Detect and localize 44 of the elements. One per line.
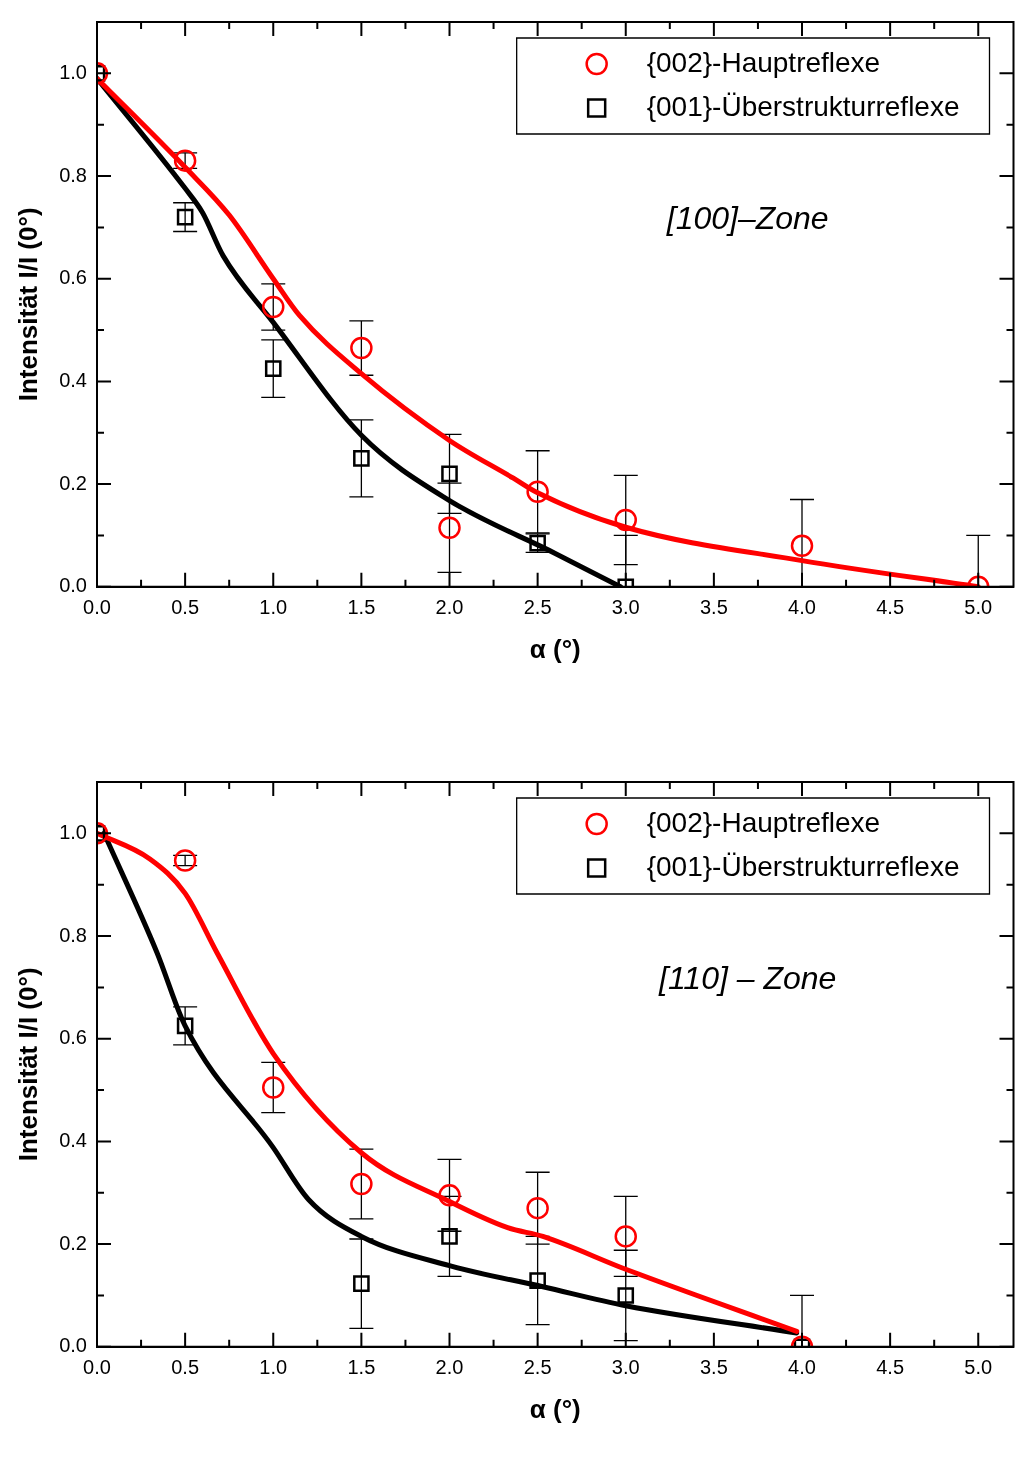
x-tick-label: 0.5 (171, 596, 200, 619)
x-tick-label: 3.5 (699, 596, 728, 619)
y-tick-label: 0.2 (59, 471, 87, 494)
x-tick-label: 2.0 (435, 1356, 464, 1379)
x-tick-label: 4.5 (876, 1356, 905, 1379)
x-tick-label: 0.5 (171, 1356, 200, 1379)
y-tick-label: 0.8 (59, 163, 87, 186)
x-tick-label: 3.5 (699, 1356, 728, 1379)
legend-label: {001}-Überstrukturreflexe (646, 90, 960, 122)
x-tick-label: 1.0 (259, 596, 288, 619)
x-tick-label: 0.0 (83, 596, 111, 619)
x-tick-label: 5.0 (964, 1356, 993, 1379)
x-tick-label: 3.0 (611, 1356, 640, 1379)
y-tick-label: 0.8 (59, 923, 87, 946)
annotation: [110] – Zone (658, 959, 837, 996)
x-tick-label: 2.5 (523, 596, 552, 619)
y-tick-label: 0.6 (59, 266, 87, 289)
y-tick-label: 0.6 (59, 1026, 87, 1049)
x-axis-title: α (°) (529, 1393, 581, 1424)
x-axis-title: α (°) (529, 633, 581, 664)
annotation: [100]–Zone (665, 199, 829, 236)
y-tick-label: 1.0 (59, 60, 87, 83)
x-tick-label: 1.5 (347, 1356, 376, 1379)
legend-label: {002}-Hauptreflexe (646, 46, 881, 78)
x-tick-label: 4.5 (876, 596, 905, 619)
y-tick-label: 1.0 (59, 820, 87, 843)
x-tick-label: 4.0 (788, 596, 816, 619)
x-tick-label: 1.0 (259, 1356, 288, 1379)
y-tick-label: 0.0 (59, 574, 87, 597)
x-tick-label: 1.5 (347, 596, 376, 619)
x-tick-label: 4.0 (788, 1356, 816, 1379)
legend-label: {001}-Überstrukturreflexe (646, 850, 960, 882)
legend-label: {002}-Hauptreflexe (646, 806, 881, 838)
x-tick-label: 5.0 (964, 596, 993, 619)
x-tick-label: 2.5 (523, 1356, 552, 1379)
x-tick-label: 2.0 (435, 596, 464, 619)
y-axis-title: Intensität I/I (0°) (12, 967, 43, 1162)
x-tick-label: 3.0 (611, 596, 640, 619)
y-axis-title: Intensität I/I (0°) (12, 207, 43, 402)
y-tick-label: 0.0 (59, 1334, 87, 1357)
y-tick-label: 0.4 (59, 368, 87, 391)
y-tick-label: 0.2 (59, 1231, 87, 1254)
y-tick-label: 0.4 (59, 1128, 87, 1151)
x-tick-label: 0.0 (83, 1356, 111, 1379)
